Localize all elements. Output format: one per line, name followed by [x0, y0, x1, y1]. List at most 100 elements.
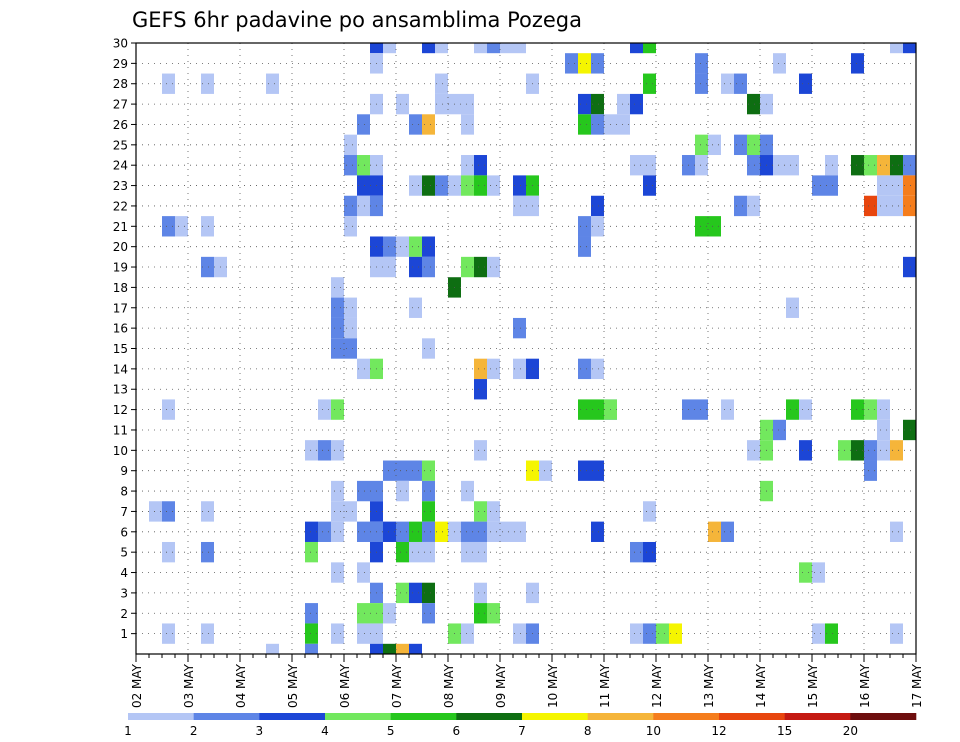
legend-label: 20: [843, 724, 858, 738]
heatmap-cell: [578, 216, 591, 237]
heatmap-cell: [591, 521, 604, 542]
x-tick-label: 12 MAY: [650, 663, 664, 708]
legend-swatch: [784, 713, 851, 720]
y-tick-label: 30: [113, 37, 128, 51]
legend-label: 3: [256, 724, 264, 738]
heatmap-cell: [721, 521, 734, 542]
heatmap-cell: [435, 43, 448, 54]
y-tick-label: 21: [113, 220, 128, 234]
heatmap-cell: [877, 440, 890, 461]
legend-label: 6: [453, 724, 461, 738]
y-tick-label: 20: [113, 240, 128, 254]
heatmap-cell: [630, 155, 643, 176]
heatmap-cell: [825, 175, 838, 196]
heatmap-cell: [357, 114, 370, 135]
x-tick-label: 15 MAY: [806, 663, 820, 708]
heatmap-cell: [474, 155, 487, 176]
heatmap-cell: [890, 155, 903, 176]
heatmap-cell: [383, 236, 396, 257]
heatmap-cell: [643, 541, 656, 563]
heatmap-cell: [890, 175, 903, 196]
heatmap-cell: [162, 216, 175, 237]
heatmap-cell: [461, 521, 474, 542]
heatmap-cell: [201, 73, 214, 94]
heatmap-cell: [370, 643, 383, 654]
heatmap-cell: [409, 582, 422, 604]
heatmap-cell: [344, 134, 357, 156]
heatmap-cell: [890, 195, 903, 217]
heatmap-cell: [357, 358, 370, 380]
heatmap-cell: [396, 93, 409, 115]
heatmap-cell: [331, 317, 344, 339]
heatmap-cell: [357, 155, 370, 176]
heatmap-cell: [890, 440, 903, 461]
heatmap-cell: [487, 43, 500, 54]
heatmap-cell: [344, 216, 357, 237]
heatmap-cell: [695, 73, 708, 94]
heatmap-cell: [513, 175, 526, 196]
heatmap-cell: [422, 541, 435, 563]
heatmap-cell: [903, 419, 916, 441]
heatmap-cell: [578, 460, 591, 481]
heatmap-cell: [877, 175, 890, 196]
heatmap-cell: [318, 399, 331, 420]
heatmap-cell: [383, 256, 396, 278]
heatmap-cell: [396, 236, 409, 257]
heatmap-cell: [903, 43, 916, 54]
heatmap-cell: [890, 623, 903, 644]
heatmap-cell: [409, 643, 422, 654]
heatmap-cell: [331, 521, 344, 542]
x-tick-label: 10 MAY: [546, 663, 560, 708]
heatmap-cell: [357, 480, 370, 502]
y-tick-label: 9: [120, 464, 128, 478]
heatmap-cell: [461, 623, 474, 644]
heatmap-cell: [630, 623, 643, 644]
y-tick-label: 26: [113, 118, 128, 132]
y-tick-label: 15: [113, 342, 128, 356]
heatmap-cell: [344, 317, 357, 339]
heatmap-cell: [396, 643, 409, 654]
heatmap-cell: [513, 521, 526, 542]
y-tick-label: 24: [113, 159, 128, 173]
heatmap-cell: [890, 521, 903, 542]
heatmap-cell: [487, 358, 500, 380]
heatmap-cell: [786, 297, 799, 318]
x-tick-label: 08 MAY: [442, 663, 456, 708]
legend-label: 15: [777, 724, 792, 738]
heatmap-cell: [591, 114, 604, 135]
heatmap-cell: [591, 93, 604, 115]
legend-label: 1: [124, 724, 132, 738]
heatmap-cell: [344, 338, 357, 359]
heatmap-cell: [591, 460, 604, 481]
heatmap-cell: [591, 53, 604, 74]
heatmap-cell: [799, 399, 812, 420]
heatmap-cell: [591, 195, 604, 217]
heatmap-cell: [357, 623, 370, 644]
heatmap-cell: [422, 256, 435, 278]
heatmap-cell: [162, 399, 175, 420]
heatmap-cell: [331, 440, 344, 461]
heatmap-cell: [721, 73, 734, 94]
heatmap-cell: [461, 114, 474, 135]
heatmap-cell: [461, 155, 474, 176]
heatmap-cell: [812, 175, 825, 196]
heatmap-cell: [487, 501, 500, 522]
heatmap-cell: [747, 440, 760, 461]
heatmap-cell: [747, 195, 760, 217]
heatmap-cell: [487, 256, 500, 278]
x-tick-label: 07 MAY: [390, 663, 404, 708]
y-tick-label: 18: [113, 281, 128, 295]
heatmap-cell: [305, 623, 318, 644]
heatmap-cell: [344, 501, 357, 522]
heatmap-cell: [630, 541, 643, 563]
heatmap-cell: [877, 155, 890, 176]
legend-swatch: [850, 713, 917, 720]
heatmap-cell: [331, 399, 344, 420]
legend-swatch: [522, 713, 588, 720]
heatmap-cell: [409, 175, 422, 196]
y-tick-label: 12: [113, 403, 128, 417]
heatmap-cell: [201, 623, 214, 644]
heatmap-cell: [708, 216, 721, 237]
heatmap-cell: [435, 93, 448, 115]
heatmap-cell: [331, 501, 344, 522]
